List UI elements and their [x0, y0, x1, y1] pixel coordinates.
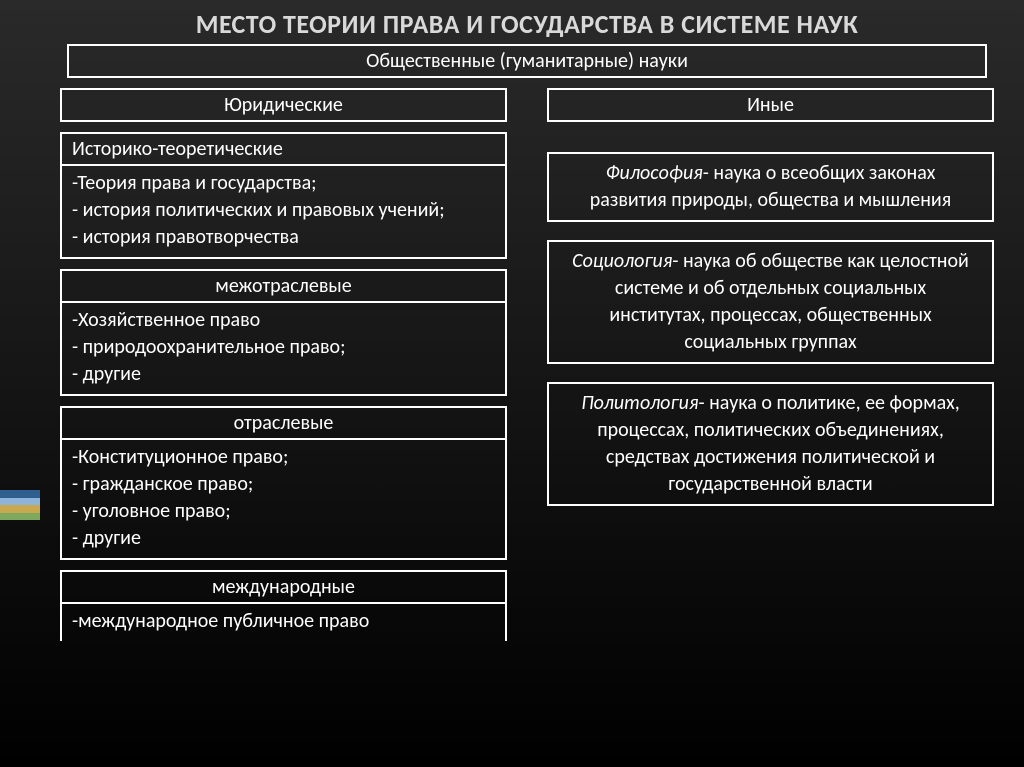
- group-header-3: международные: [60, 570, 507, 602]
- page-title: МЕСТО ТЕОРИИ ПРАВА И ГОСУДАРСТВА В СИСТЕ…: [60, 8, 994, 40]
- group-body-1: -Хозяйственное право- природоохранительн…: [60, 301, 507, 396]
- group-international: международные -международное публичное п…: [60, 570, 507, 641]
- stripe-1: [0, 490, 40, 498]
- left-column: Юридические Историко-теоретические -Теор…: [60, 88, 507, 641]
- term-2: Политология: [581, 391, 698, 415]
- group-branch: отраслевые -Конституционное право;- граж…: [60, 406, 507, 560]
- left-header: Юридические: [60, 88, 507, 122]
- group-body-3: -международное публичное право: [60, 602, 507, 641]
- group-body-2: -Конституционное право;- гражданское пра…: [60, 438, 507, 560]
- group-historical: Историко-теоретические -Теория права и г…: [60, 132, 507, 259]
- slide: МЕСТО ТЕОРИИ ПРАВА И ГОСУДАРСТВА В СИСТЕ…: [0, 0, 1024, 767]
- desc-philosophy: Философия- наука о всеобщих законах разв…: [547, 152, 994, 222]
- top-category-box: Общественные (гуманитарные) науки: [67, 44, 987, 78]
- stripe-3: [0, 505, 40, 513]
- group-header-1: межотраслевые: [60, 269, 507, 301]
- stripe-4: [0, 513, 40, 521]
- desc-sociology: Социология- наука об обществе как целост…: [547, 240, 994, 364]
- group-header-2: отраслевые: [60, 406, 507, 438]
- accent-stripes: [0, 490, 40, 520]
- right-header: Иные: [547, 88, 994, 122]
- term-1: Социология: [572, 249, 672, 273]
- desc-politology: Политология- наука о политике, ее формах…: [547, 382, 994, 506]
- right-column: Иные Философия- наука о всеобщих законах…: [547, 88, 994, 506]
- stripe-2: [0, 498, 40, 506]
- group-body-0: -Теория права и государства;- история по…: [60, 164, 507, 259]
- term-0: Философия: [606, 161, 703, 185]
- columns: Юридические Историко-теоретические -Теор…: [60, 88, 994, 641]
- group-interbranch: межотраслевые -Хозяйственное право- прир…: [60, 269, 507, 396]
- group-header-0: Историко-теоретические: [60, 132, 507, 164]
